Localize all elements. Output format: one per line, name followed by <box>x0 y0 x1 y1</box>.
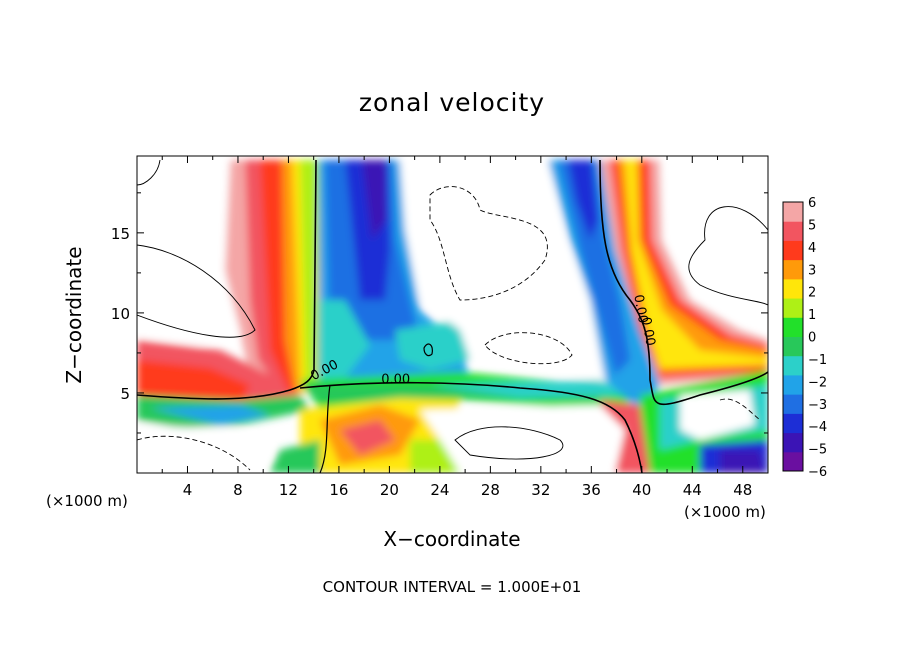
colorbar-label: −2 <box>808 375 827 390</box>
heatmap-field <box>137 160 768 473</box>
chart-title: zonal velocity <box>358 88 546 117</box>
plot-frame <box>136 155 769 474</box>
colorbar-swatch <box>783 278 803 299</box>
x-tick-label: 20 <box>380 481 399 499</box>
x-tick-label: 12 <box>279 481 298 499</box>
y-tick-label: 10 <box>111 305 130 323</box>
colorbar-label: −6 <box>808 465 827 480</box>
colorbar-swatch <box>783 413 803 434</box>
thin-contour-upper-left <box>137 244 256 338</box>
colorbar-label: 3 <box>808 263 816 278</box>
x-tick-label: 36 <box>582 481 601 499</box>
x-tick-label: 28 <box>481 481 500 499</box>
x-axis-label: X−coordinate <box>383 527 521 551</box>
dashed-contour-middle <box>429 186 548 301</box>
y-axis-ticks: 5 10 15 <box>111 192 768 434</box>
zero-contour-right <box>599 159 768 406</box>
colorbar-label: −1 <box>808 353 827 368</box>
contour-label: 0.00 <box>638 316 658 347</box>
x-axis-ticks: 4 8 12 16 20 24 28 32 36 40 44 48 <box>161 156 752 499</box>
x-tick-label: 44 <box>683 481 702 499</box>
dashed-contour-right <box>719 398 761 421</box>
colorbar-swatch <box>783 298 803 318</box>
colorbar-label: 6 <box>808 196 816 211</box>
contour-label: 0.00 <box>630 294 650 325</box>
colorbar-swatch <box>783 221 803 241</box>
x-tick-label: 8 <box>233 481 243 499</box>
colorbar-swatch <box>783 394 803 414</box>
dashed-contour-lower-left <box>137 435 251 471</box>
colorbar-label: 4 <box>808 241 816 256</box>
y-tick-label: 5 <box>120 385 130 403</box>
x-unit-label-right: (×1000 m) <box>684 503 766 521</box>
dashed-contour-small <box>484 332 573 365</box>
colorbar-swatch <box>783 451 803 472</box>
y-tick-label: 15 <box>111 225 130 243</box>
colorbar-swatch <box>783 240 803 261</box>
thin-contour-corner <box>137 159 161 186</box>
x-tick-label: 4 <box>183 481 193 499</box>
x-unit-label-left: (×1000 m) <box>46 492 128 510</box>
colorbar-label: 1 <box>808 308 816 323</box>
x-tick-label: 40 <box>632 481 651 499</box>
colorbar-swatch <box>783 259 803 280</box>
contour-label: 0.00 <box>381 372 410 387</box>
zero-contour-bottom <box>319 384 331 473</box>
contour-lines <box>137 159 768 473</box>
small-loop <box>423 343 433 357</box>
colorbar-label: −4 <box>808 420 827 435</box>
colorbar-label: 0 <box>808 331 816 346</box>
colorbar: 6 5 4 3 2 1 0 −1 −2 −3 −4 −5 −6 <box>782 196 827 480</box>
contour-interval-note: CONTOUR INTERVAL = 1.000E+01 <box>322 578 582 596</box>
x-tick-label: 24 <box>430 481 449 499</box>
colorbar-swatch <box>783 355 803 376</box>
colorbar-label: 5 <box>808 218 816 233</box>
colorbar-swatch <box>783 317 803 337</box>
thin-contour-lower-middle <box>454 426 564 460</box>
zero-contour-left <box>137 159 317 400</box>
colorbar-label: −5 <box>808 443 827 458</box>
colorbar-swatch <box>783 432 803 453</box>
colorbar-swatch <box>783 374 803 395</box>
colorbar-label: 2 <box>808 286 816 301</box>
thin-contour-upper-right <box>688 206 768 306</box>
colorbar-swatch <box>783 202 803 222</box>
colorbar-frame <box>782 201 804 472</box>
x-tick-label: 32 <box>531 481 550 499</box>
zero-contour-horizontal <box>299 381 643 473</box>
x-tick-label: 16 <box>329 481 348 499</box>
colorbar-swatch <box>783 336 803 357</box>
x-tick-label: 48 <box>733 481 752 499</box>
colorbar-label: −3 <box>808 398 827 413</box>
